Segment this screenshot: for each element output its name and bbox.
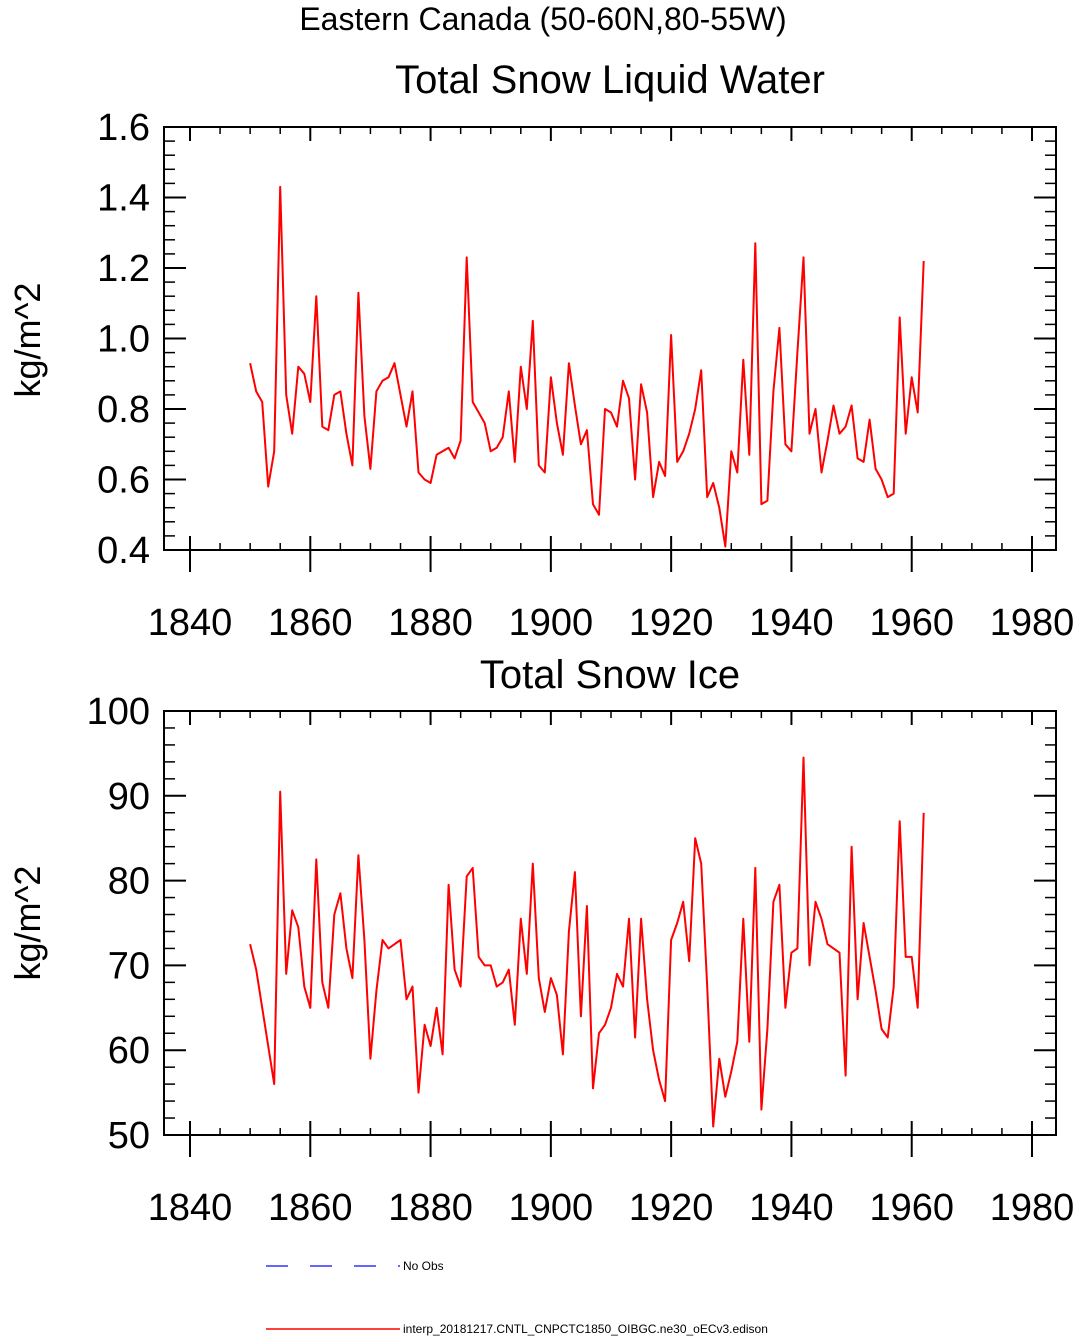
y-axis-label: kg/m^2	[7, 866, 48, 981]
x-tick-label: 1900	[509, 1187, 594, 1229]
x-tick-label: 1980	[990, 1187, 1075, 1229]
y-axis-label: kg/m^2	[7, 283, 48, 398]
y-tick-label: 1.2	[97, 248, 150, 290]
panel-snow-ice: Total Snow Ice kg/m^2 1840 1860 1880 1900 19…	[7, 653, 1074, 1229]
x-tick-label: 1960	[869, 1187, 954, 1229]
x-tick-label: 1960	[869, 602, 954, 644]
x-tick-label: 1980	[990, 602, 1075, 644]
plot-frame	[163, 126, 1057, 551]
x-tick-label: 1920	[629, 1187, 714, 1229]
y-tick-label: 60	[108, 1030, 150, 1072]
series-line	[249, 185, 925, 548]
x-tick-label: 1880	[388, 1187, 473, 1229]
x-tick-label: 1900	[509, 602, 594, 644]
y-tick-label: 1.4	[97, 178, 150, 220]
y-tick-label: 0.6	[97, 460, 150, 502]
plot-frame	[163, 710, 1057, 1136]
x-tick-label: 1920	[629, 602, 714, 644]
y-tick-label: 80	[108, 861, 150, 903]
figure-suptitle: Eastern Canada (50-60N,80-55W)	[299, 1, 786, 37]
x-tick-label: 1860	[268, 1187, 353, 1229]
x-tick-label: 1940	[749, 602, 834, 644]
y-tick-label: 0.4	[97, 530, 150, 572]
legend-label-model: interp_20181217.CNTL_CNPCTC1850_OIBGC.ne…	[403, 1322, 768, 1336]
y-tick-label: 0.8	[97, 389, 150, 431]
x-tick-label: 1940	[749, 1187, 834, 1229]
y-tick-label: 90	[108, 776, 150, 818]
chart-title: Total Snow Liquid Water	[395, 58, 825, 102]
x-tick-label: 1880	[388, 602, 473, 644]
y-tick-label: 1.0	[97, 319, 150, 361]
y-tick-label: 100	[87, 691, 150, 733]
x-tick-label: 1860	[268, 602, 353, 644]
y-tick-label: 1.6	[97, 107, 150, 149]
x-tick-label: 1840	[148, 602, 233, 644]
x-tick-label: 1840	[148, 1187, 233, 1229]
series-line	[249, 756, 925, 1128]
y-tick-label: 70	[108, 945, 150, 987]
y-tick-label: 50	[108, 1115, 150, 1157]
legend-label-no-obs: No Obs	[403, 1259, 444, 1273]
chart-title: Total Snow Ice	[480, 653, 740, 697]
panel-snow-liquid-water: Total Snow Liquid Water kg/m^2 1840 1860 1…	[7, 58, 1074, 644]
legend: No Obs interp_20181217.CNTL_CNPCTC1850_O…	[266, 1259, 768, 1336]
